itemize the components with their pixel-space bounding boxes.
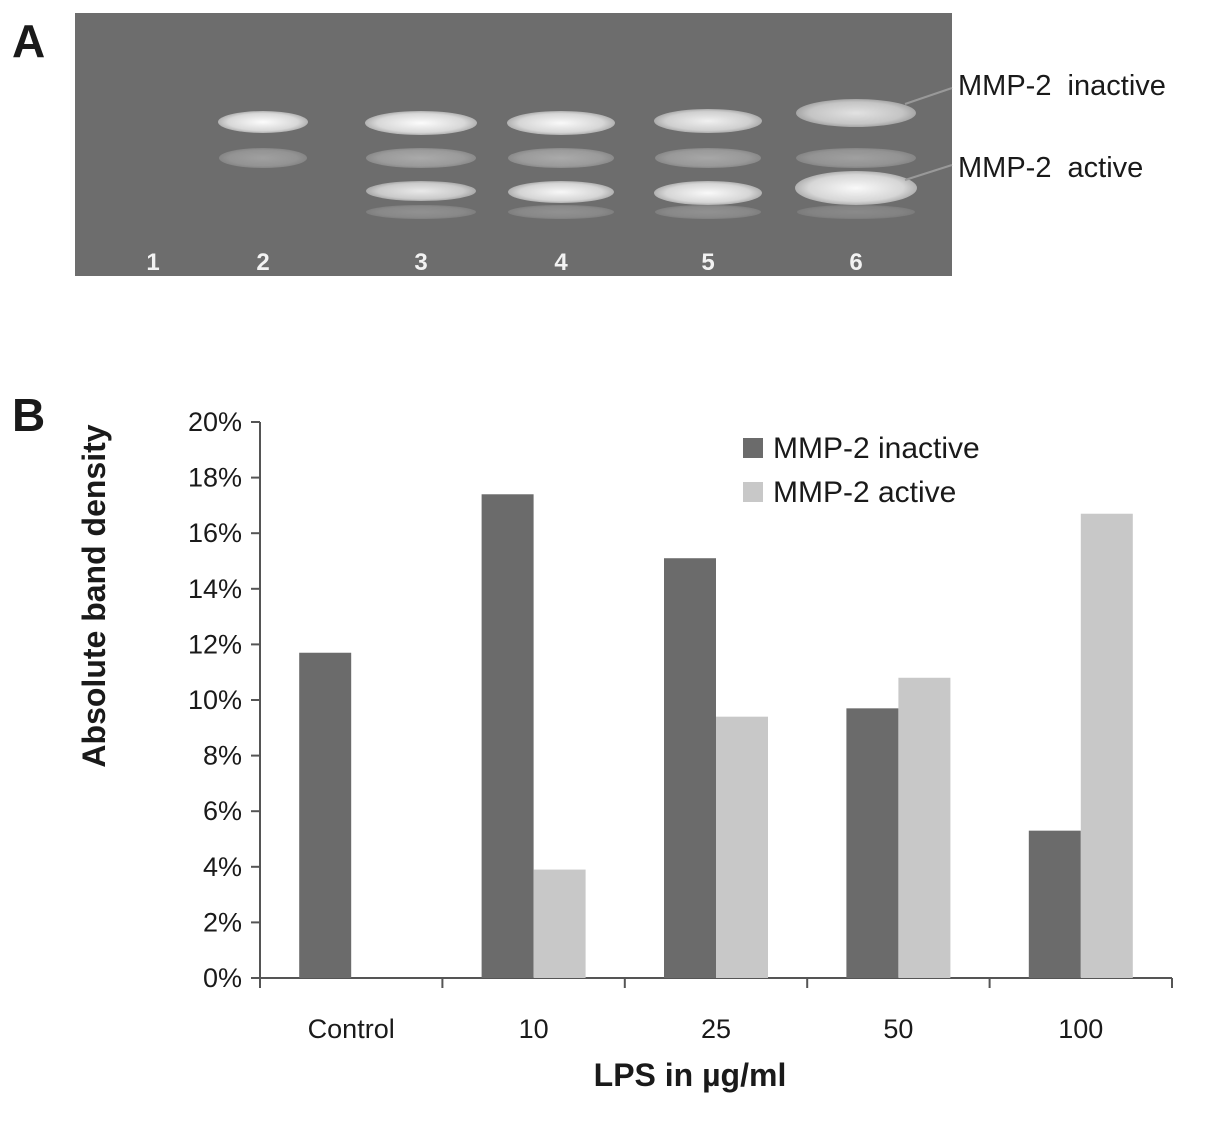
- panel-a-letter: A: [12, 15, 46, 67]
- bar-inactive-100: [1028, 830, 1081, 978]
- active-pointer-line: [904, 164, 953, 181]
- legend: MMP-2 inactive MMP-2 active: [743, 432, 980, 509]
- y-tick-label: 0%: [203, 963, 242, 993]
- legend-label: MMP-2 active: [773, 476, 956, 509]
- gel-band: [366, 181, 476, 201]
- gel-band: [507, 111, 615, 135]
- gel-band: [796, 99, 916, 127]
- gel-band: [366, 205, 476, 219]
- y-tick-label: 12%: [188, 629, 242, 659]
- lane-number-4: 4: [554, 249, 568, 276]
- bar-active-50: [898, 677, 951, 978]
- legend-swatch: [743, 438, 763, 458]
- gel-band: [655, 205, 761, 219]
- bar-active-10: [533, 869, 586, 978]
- inactive-pointer-line: [904, 87, 953, 105]
- band-pointer-lines: [904, 87, 953, 181]
- y-axis: 0% 2% 4% 6% 8% 10% 12% 14% 16% 18% 20%: [188, 407, 261, 993]
- gel-band: [508, 205, 614, 219]
- gel-band: [508, 148, 614, 168]
- band-density-bar-chart: 0% 2% 4% 6% 8% 10% 12% 14% 16% 18% 20% Control 10 25…: [76, 407, 1173, 1093]
- legend-swatch: [743, 482, 763, 502]
- lane-number-6: 6: [849, 249, 863, 276]
- y-axis-title: Absolute band density: [76, 424, 112, 767]
- gel-band: [219, 148, 307, 168]
- lane-number-3: 3: [414, 249, 428, 276]
- lane-number-5: 5: [701, 249, 715, 276]
- gel-band: [218, 111, 308, 133]
- gel-band: [796, 148, 916, 168]
- zymogram-gel-image: 1 2 3 4 5 6: [75, 13, 952, 276]
- y-tick-label: 14%: [188, 574, 242, 604]
- y-tick-label: 6%: [203, 796, 242, 826]
- x-tick-label: Control: [308, 1014, 395, 1044]
- gel-band: [797, 205, 915, 219]
- bar-active-25: [716, 716, 768, 978]
- bar-inactive-control: [299, 652, 352, 978]
- y-tick-label: 10%: [188, 685, 242, 715]
- bar-inactive-10: [481, 494, 534, 978]
- x-tick-label: 100: [1058, 1014, 1103, 1044]
- y-tick-label: 18%: [188, 463, 242, 493]
- band-label-inactive: MMP-2 inactive: [958, 70, 1166, 102]
- gel-band: [654, 109, 762, 133]
- legend-label: MMP-2 inactive: [773, 432, 980, 465]
- bars: [299, 494, 1133, 978]
- x-axis: Control 10 25 50 100: [259, 977, 1173, 1044]
- gel-band: [365, 111, 477, 135]
- panel-b-letter: B: [12, 389, 46, 441]
- x-tick-label: 25: [701, 1014, 731, 1044]
- lane-number-2: 2: [256, 249, 270, 276]
- bar-inactive-50: [846, 708, 899, 978]
- y-tick-label: 2%: [203, 907, 242, 937]
- bar-active-100: [1080, 513, 1133, 978]
- band-label-active: MMP-2 active: [958, 152, 1144, 184]
- x-tick-label: 10: [519, 1014, 549, 1044]
- y-tick-label: 16%: [188, 518, 242, 548]
- gel-band: [366, 148, 476, 168]
- gel-band: [655, 148, 761, 168]
- lane-number-1: 1: [146, 249, 160, 276]
- x-tick-label: 50: [883, 1014, 913, 1044]
- y-tick-label: 8%: [203, 741, 242, 771]
- gel-band: [508, 181, 614, 203]
- gel-band: [795, 171, 917, 205]
- x-axis-title: LPS in µg/ml: [594, 1057, 787, 1093]
- y-tick-label: 20%: [188, 407, 242, 437]
- y-tick-label: 4%: [203, 852, 242, 882]
- bar-inactive-25: [664, 558, 716, 978]
- gel-band: [654, 181, 762, 205]
